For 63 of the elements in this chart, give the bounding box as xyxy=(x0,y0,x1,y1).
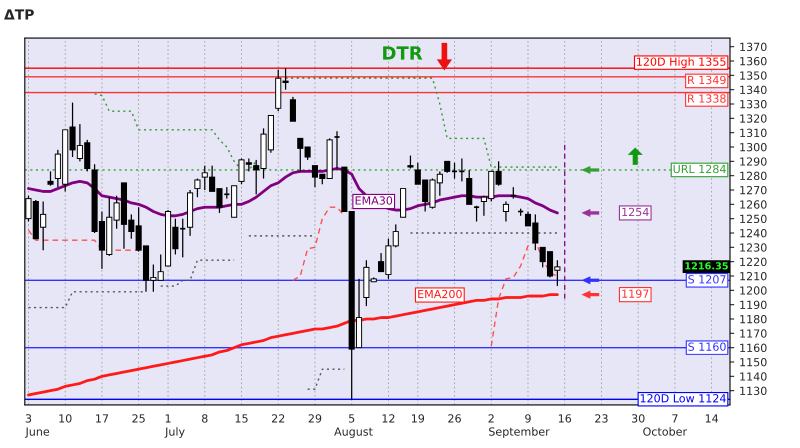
x-tick-label: 1 xyxy=(166,414,171,422)
y-tick-label: 1230 xyxy=(740,243,767,252)
x-tick-label: 26 xyxy=(448,414,461,423)
text: September xyxy=(489,427,550,438)
x-tick-label: 8 xyxy=(202,414,208,423)
y-tick-label: 1300 xyxy=(740,142,767,152)
y-tick-label: 1130 xyxy=(740,386,767,396)
x-tick-label: 17 xyxy=(96,414,108,422)
ref-line-label: URL 1284 xyxy=(674,164,726,174)
y-tick-label: 1350 xyxy=(740,71,767,80)
series-label: EMA200 xyxy=(418,290,462,298)
x-tick-label: 29 xyxy=(308,414,322,423)
x-tick-label: 23 xyxy=(595,414,608,423)
text: August xyxy=(334,427,373,438)
y-tick-label: 1370 xyxy=(740,42,767,52)
x-tick-label: 3 xyxy=(26,414,32,423)
text: June xyxy=(24,427,50,438)
y-tick-label: 1240 xyxy=(740,228,767,238)
x-tick-label: 10 xyxy=(59,414,72,423)
y-tick-label: 1340 xyxy=(740,86,767,94)
text: July xyxy=(164,427,185,438)
ref-line-label: R 1338 xyxy=(688,94,726,103)
ref-line-label: S 1207 xyxy=(688,275,726,284)
x-tick-label: 25 xyxy=(132,414,145,423)
x-tick-label: 14 xyxy=(706,414,718,422)
y-tick-label: 1180 xyxy=(740,314,767,324)
x-tick-label: 16 xyxy=(558,414,572,423)
y-tick-label: 1200 xyxy=(740,286,767,295)
ref-line-label: R 1349 xyxy=(688,76,726,84)
chart-title: ΔTP xyxy=(4,9,34,20)
y-tick-label: 1250 xyxy=(740,214,767,224)
text: October xyxy=(643,427,688,436)
annotation: DTR xyxy=(383,46,422,60)
y-tick-label: 1270 xyxy=(740,186,767,194)
y-tick-label: 1210 xyxy=(740,272,767,280)
x-tick-label: 2 xyxy=(488,414,494,422)
x-tick-label: 22 xyxy=(272,414,284,422)
x-tick-label: 7 xyxy=(672,414,678,422)
x-tick-label: 15 xyxy=(236,414,248,423)
y-tick-label: 1360 xyxy=(740,56,767,66)
y-tick-label: 1310 xyxy=(740,128,767,138)
annotation: 1197 xyxy=(622,289,648,298)
x-tick-label: 12 xyxy=(382,414,394,422)
y-tick-label: 1290 xyxy=(740,157,767,166)
x-tick-label: 19 xyxy=(412,414,424,423)
y-tick-label: 1140 xyxy=(740,372,767,381)
x-tick-label: 5 xyxy=(349,414,354,423)
ref-line-label: 120D Low 1124 xyxy=(640,394,726,402)
ref-line-label: S 1160 xyxy=(688,342,726,351)
x-tick-label: 9 xyxy=(525,414,531,423)
y-tick-label: 1190 xyxy=(740,300,767,310)
annotation: 1216.35 xyxy=(685,262,728,270)
y-tick-label: 1330 xyxy=(740,100,767,108)
y-tick-label: 1260 xyxy=(740,200,767,209)
annotation: 1254 xyxy=(622,208,649,216)
y-tick-label: 1170 xyxy=(740,329,767,338)
y-tick-label: 1220 xyxy=(740,258,767,266)
y-tick-label: 1160 xyxy=(740,344,767,352)
y-tick-label: 1280 xyxy=(740,172,767,180)
ref-line-label: 120D High 1355 xyxy=(637,57,726,68)
y-tick-label: 1320 xyxy=(740,114,767,123)
y-tick-label: 1150 xyxy=(740,358,767,366)
x-tick-label: 30 xyxy=(632,414,645,423)
